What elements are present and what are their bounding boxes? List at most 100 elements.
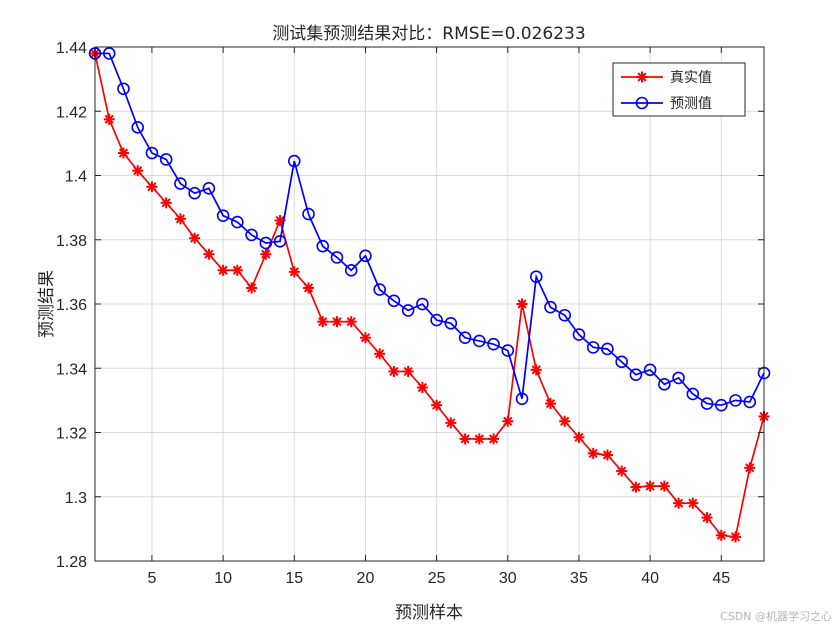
data-point: [473, 433, 485, 445]
series-predicted: [88, 47, 771, 412]
legend-marker: [636, 71, 648, 83]
data-point: [388, 365, 400, 377]
data-point: [586, 341, 600, 354]
y-tick-label: 1.34: [56, 361, 87, 378]
data-point: [202, 182, 216, 195]
y-tick-label: 1.42: [56, 104, 87, 121]
data-point: [686, 387, 700, 401]
data-point: [672, 371, 685, 385]
data-point: [501, 344, 515, 357]
data-point: [189, 232, 201, 244]
series-actual: [89, 47, 770, 543]
data-point: [160, 197, 172, 209]
legend-marker: [635, 96, 649, 110]
data-point: [246, 282, 258, 294]
data-point: [673, 497, 685, 509]
data-point: [231, 264, 243, 276]
data-point: [216, 209, 230, 222]
x-tick-label: 35: [570, 570, 588, 587]
data-point: [715, 529, 727, 541]
data-point: [359, 332, 371, 344]
data-point: [744, 462, 756, 474]
data-point: [303, 282, 315, 294]
data-point: [743, 395, 757, 409]
data-point: [488, 433, 500, 445]
data-point: [616, 465, 628, 477]
data-point: [530, 364, 542, 376]
data-point: [572, 328, 586, 341]
x-tick-label: 40: [641, 570, 659, 587]
data-point: [102, 47, 116, 60]
data-point: [416, 297, 429, 311]
data-point: [373, 283, 386, 296]
data-point: [331, 316, 343, 328]
data-point: [245, 228, 258, 242]
data-point: [132, 165, 144, 177]
data-point: [714, 398, 728, 412]
data-point: [302, 207, 315, 221]
data-point: [387, 294, 401, 308]
series-group: [88, 47, 771, 543]
y-tick-label: 1.32: [56, 426, 87, 443]
data-point: [630, 481, 642, 493]
y-tick-label: 1.4: [65, 169, 87, 186]
watermark: CSDN @机器学习之心: [720, 610, 832, 623]
data-point: [644, 480, 656, 492]
data-point: [729, 394, 742, 407]
data-point: [700, 397, 714, 410]
data-point: [658, 378, 671, 391]
data-point: [559, 415, 571, 427]
y-tick-label: 1.28: [56, 554, 87, 571]
data-point: [459, 433, 471, 445]
data-point: [316, 239, 330, 253]
data-point: [231, 215, 244, 229]
data-point: [516, 298, 528, 310]
x-tick-label: 45: [712, 570, 730, 587]
data-point: [145, 146, 159, 160]
data-point: [515, 392, 529, 406]
y-tick-label: 1.36: [56, 297, 87, 314]
data-point: [544, 300, 557, 314]
data-point: [730, 531, 742, 543]
data-point: [687, 497, 699, 509]
data-point: [273, 235, 287, 248]
data-point: [629, 368, 643, 381]
data-point: [259, 236, 273, 250]
data-point: [103, 113, 115, 125]
x-tick-label: 20: [357, 570, 375, 587]
data-point: [359, 249, 372, 263]
data-point: [188, 186, 201, 200]
y-tick-label: 1.44: [56, 40, 87, 57]
data-point: [601, 342, 614, 356]
data-point: [330, 251, 344, 264]
x-tick-label: 30: [499, 570, 517, 587]
data-point: [658, 480, 670, 492]
chart-title: 测试集预测结果对比：RMSE=0.026233: [272, 24, 585, 44]
data-point: [287, 154, 301, 168]
data-point: [344, 263, 358, 277]
data-point: [374, 348, 386, 360]
legend-label: 预测值: [670, 96, 712, 112]
data-point: [458, 331, 472, 345]
y-axis-title: 预测结果: [37, 270, 57, 338]
x-tick-label: 5: [147, 570, 156, 587]
data-point: [131, 121, 145, 134]
data-point: [587, 447, 599, 459]
data-point: [573, 431, 585, 443]
x-tick-label: 10: [214, 570, 232, 587]
data-point: [487, 337, 500, 351]
data-point: [431, 399, 443, 411]
data-point: [558, 308, 572, 322]
y-tick-label: 1.38: [56, 233, 87, 250]
data-point: [445, 417, 457, 429]
data-point: [159, 153, 173, 166]
data-point: [146, 181, 158, 193]
data-point: [317, 316, 329, 328]
data-point: [529, 270, 543, 283]
data-point: [601, 449, 613, 461]
data-point: [345, 316, 357, 328]
data-point: [615, 355, 628, 369]
data-point: [217, 264, 229, 276]
